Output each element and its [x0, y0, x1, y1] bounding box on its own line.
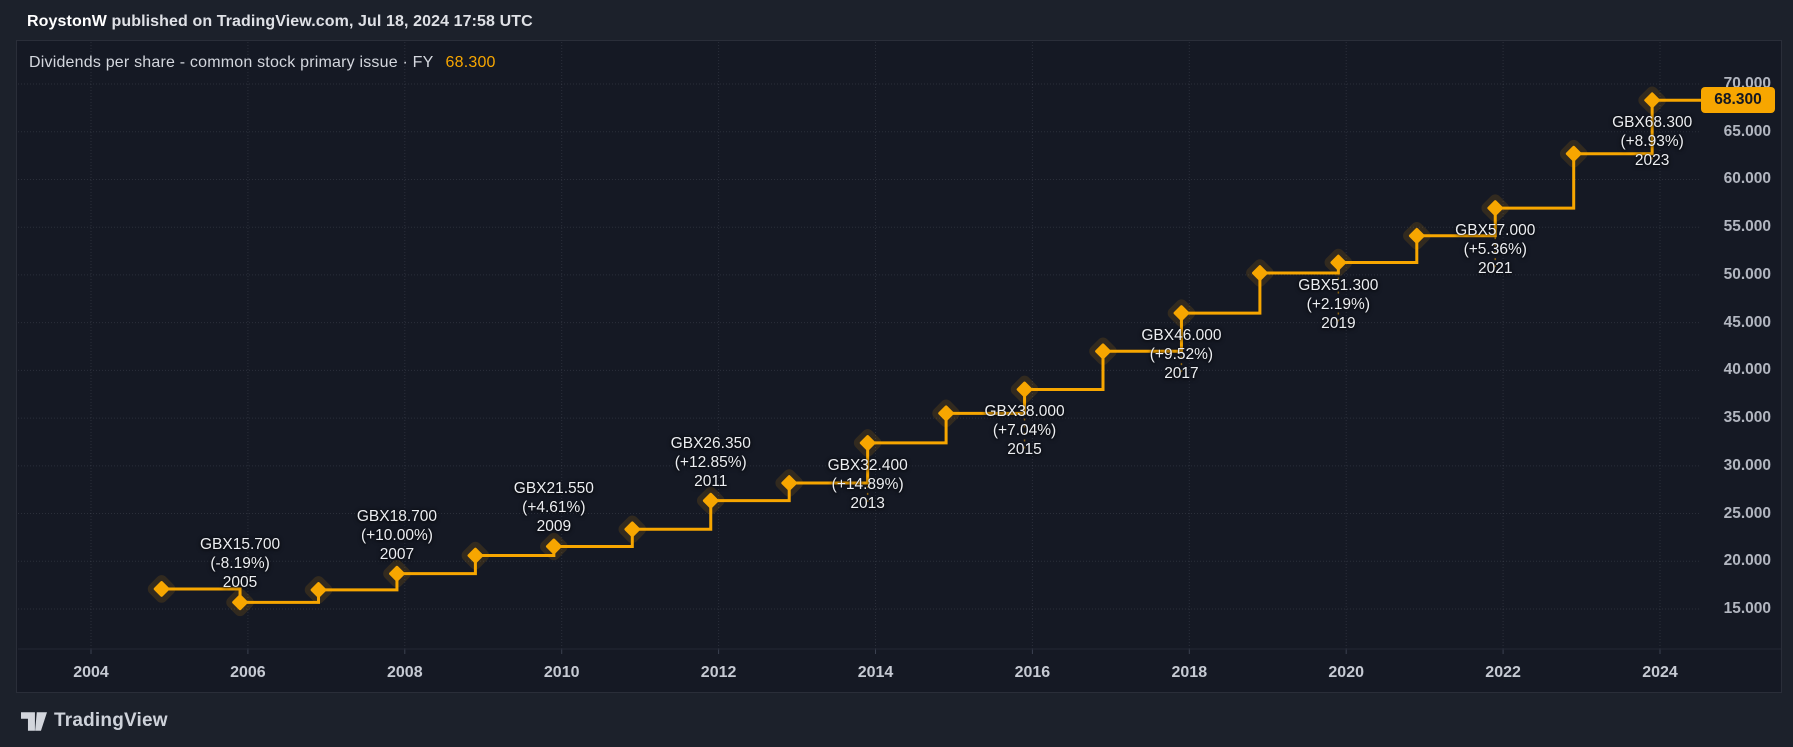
annotation-value: GBX32.400	[827, 456, 908, 474]
annotation-value: GBX21.550	[513, 480, 594, 498]
annotation-year: 2009	[536, 518, 572, 536]
data-point-annotation: GBX57.000 (+5.36%) 2021	[1405, 221, 1585, 278]
tradingview-logo-icon[interactable]	[21, 711, 47, 732]
time-scale-label: 2014	[857, 664, 894, 681]
data-point-annotation: GBX32.400 (+14.89%) 2013	[778, 456, 958, 513]
data-point-annotation: GBX38.000 (+7.04%) 2015	[935, 402, 1115, 459]
annotation-year: 2007	[379, 545, 415, 563]
data-point-annotation: GBX46.000 (+9.52%) 2017	[1091, 326, 1271, 383]
annotation-value: GBX18.700	[356, 507, 438, 525]
time-scale-label: 2008	[387, 664, 423, 681]
annotation-year: 2021	[1478, 260, 1513, 278]
annotation-year: 2017	[1164, 365, 1199, 383]
data-point-diamond	[389, 565, 405, 582]
annotation-change: (+8.93%)	[1620, 133, 1684, 151]
price-scale-label: 45.000	[1723, 313, 1771, 331]
annotation-year: 2011	[694, 472, 728, 490]
price-scale-label: 20.000	[1723, 552, 1771, 570]
data-point-diamond	[1173, 305, 1190, 321]
chart-widget[interactable]: Dividends per share - common stock prima…	[16, 40, 1782, 693]
last-price-badge: 68.300	[1701, 87, 1775, 114]
data-point-diamond	[938, 405, 954, 422]
data-point-annotation: GBX15.700 (-8.19%) 2005	[150, 535, 330, 592]
time-scale-label: 2012	[700, 664, 737, 681]
annotation-year: 2015	[1007, 441, 1042, 459]
data-point-annotation: GBX18.700 (+10.00%) 2007	[307, 507, 487, 564]
annotation-change: (-8.19%)	[210, 555, 270, 573]
data-point-annotation: GBX21.550 (+4.61%) 2009	[464, 479, 644, 536]
data-point-diamond	[1644, 92, 1661, 109]
annotation-change: (+4.61%)	[522, 499, 586, 517]
data-point-diamond	[153, 581, 170, 597]
page-footer: TradingView	[21, 707, 168, 735]
price-scale-label: 25.000	[1723, 504, 1771, 522]
dividend-step-chart[interactable]	[17, 41, 1781, 692]
price-scale-label: 65.000	[1723, 122, 1771, 140]
data-point-diamond	[545, 538, 562, 555]
price-scale-label: 60.000	[1723, 170, 1771, 188]
data-point-diamond	[1487, 200, 1504, 216]
annotation-change: (+12.85%)	[674, 453, 747, 471]
time-scale-label: 2006	[230, 664, 266, 681]
annotation-value: GBX57.000	[1455, 222, 1536, 240]
annotation-change: (+7.04%)	[992, 422, 1057, 440]
annotation-change: (+10.00%)	[360, 526, 433, 544]
time-scale-label: 2004	[73, 664, 109, 681]
data-point-annotation: GBX68.300 (+8.93%) 2023	[1562, 113, 1742, 170]
price-scale-label: 30.000	[1723, 456, 1771, 474]
publish-info: published on TradingView.com, Jul 18, 20…	[106, 13, 533, 30]
publish-header: RoystonW published on TradingView.com, J…	[27, 10, 533, 34]
data-point-diamond	[232, 594, 248, 611]
annotation-year: 2019	[1321, 314, 1356, 332]
annotation-change: (+2.19%)	[1306, 295, 1370, 313]
annotation-value: GBX46.000	[1141, 327, 1222, 345]
price-scale-label: 50.000	[1723, 265, 1771, 283]
data-point-diamond	[781, 475, 798, 491]
price-scale-label: 35.000	[1723, 409, 1771, 427]
series-last-value: 68.300	[445, 54, 496, 71]
time-scale-label: 2022	[1485, 664, 1521, 681]
data-point-diamond	[1408, 227, 1425, 244]
annotation-value: GBX51.300	[1298, 276, 1379, 294]
dividend-step-line	[161, 98, 1706, 604]
price-scale-label: 40.000	[1723, 361, 1771, 379]
annotation-year: 2005	[222, 574, 258, 592]
annotation-year: 2013	[850, 494, 885, 512]
time-scale-label: 2020	[1328, 664, 1364, 681]
price-scale-label: 55.000	[1723, 218, 1771, 236]
time-scale-label: 2016	[1014, 664, 1051, 681]
data-point-annotation: GBX26.350 (+12.85%) 2011	[621, 434, 801, 491]
chart-title-row: Dividends per share - common stock prima…	[29, 54, 496, 72]
data-point-diamond	[1330, 254, 1347, 271]
data-point-diamond	[1565, 145, 1582, 162]
last-price-badge-value: 68.300	[1714, 91, 1762, 109]
data-point-diamond	[467, 547, 484, 564]
annotation-value: GBX68.300	[1612, 114, 1693, 132]
annotation-change: (+5.36%)	[1463, 241, 1527, 259]
author-name: RoystonW	[27, 13, 107, 30]
data-point-diamond	[1252, 265, 1268, 281]
annotation-value: GBX38.000	[984, 403, 1065, 421]
price-scale-label: 15.000	[1723, 600, 1771, 617]
data-point-diamond	[1095, 343, 1111, 360]
data-point-diamond	[624, 521, 641, 538]
data-point-diamond	[702, 492, 719, 509]
tradingview-brand[interactable]: TradingView	[54, 710, 168, 731]
data-point-diamond	[1016, 381, 1033, 398]
annotation-change: (+14.89%)	[831, 475, 904, 493]
time-scale-label: 2010	[543, 664, 580, 681]
data-point-diamond	[310, 582, 327, 598]
time-scale-label: 2018	[1171, 664, 1208, 681]
annotation-value: GBX26.350	[670, 434, 751, 452]
time-scale-label: 2024	[1642, 664, 1678, 681]
annotation-value: GBX15.700	[199, 536, 281, 554]
annotation-year: 2023	[1634, 152, 1670, 170]
annotation-change: (+9.52%)	[1149, 346, 1214, 364]
data-point-diamond	[859, 435, 876, 451]
data-point-annotation: GBX51.300 (+2.19%) 2019	[1248, 276, 1428, 333]
series-title: Dividends per share - common stock prima…	[29, 54, 434, 71]
